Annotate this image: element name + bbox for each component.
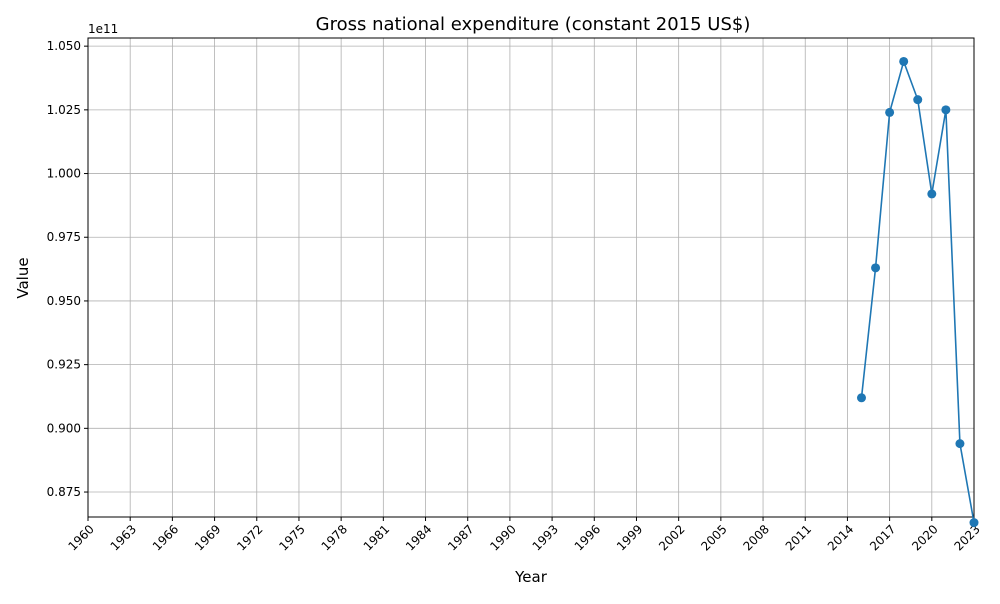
y-axis-label: Value [14, 257, 32, 298]
x-axis-label: Year [514, 568, 548, 586]
x-tick-label: 1984 [403, 522, 434, 553]
y-tick-label: 0.900 [47, 421, 81, 435]
y-tick-label: 0.875 [47, 485, 81, 499]
data-point [913, 95, 923, 105]
x-tick-label: 1966 [150, 522, 181, 553]
x-tick-label: 2020 [909, 522, 940, 553]
data-point [927, 189, 937, 199]
data-point [885, 107, 895, 117]
series-line [860, 58, 975, 523]
data-point [969, 518, 979, 528]
data-point [955, 439, 965, 449]
x-tick-label: 1996 [572, 522, 603, 553]
x-tick-label: 2005 [698, 522, 729, 553]
x-tick-label: 1990 [487, 522, 518, 553]
x-tick-label: 2017 [867, 522, 898, 553]
y-tick-label: 0.925 [47, 358, 81, 372]
x-axis: 1960 1963 1966 1969 1972 1975 1978 1981 1984 1987… [65, 517, 983, 554]
plot-area [87, 37, 975, 518]
x-tick-label: 1981 [361, 522, 392, 553]
x-tick-label: 2011 [783, 522, 814, 553]
x-tick-label: 1975 [276, 522, 307, 553]
x-tick-label: 1999 [614, 522, 645, 553]
x-tick-label: 1978 [319, 522, 350, 553]
grid [87, 38, 975, 517]
y-tick-label: 1.050 [47, 39, 81, 53]
x-tick-label: 1972 [234, 522, 265, 553]
x-tick-label: 1960 [65, 522, 96, 553]
series [856, 56, 979, 528]
chart-title: Gross national expenditure (constant 201… [316, 14, 751, 35]
x-tick-label: 2014 [825, 522, 856, 553]
x-tick-label: 2002 [656, 522, 687, 553]
x-tick-label: 1969 [192, 522, 223, 553]
y-offset-label: 1e11 [88, 22, 118, 36]
data-point [871, 263, 881, 273]
data-point [856, 393, 866, 403]
y-tick-label: 1.000 [47, 167, 81, 181]
y-axis: 0.875 0.900 0.925 0.950 0.975 1.000 1.025 1.050 [47, 39, 88, 499]
y-tick-label: 1.025 [47, 103, 81, 117]
x-tick-label: 1993 [530, 522, 561, 553]
data-point [941, 105, 951, 115]
y-tick-label: 0.950 [47, 294, 81, 308]
x-tick-label: 1963 [108, 522, 139, 553]
x-tick-label: 1987 [445, 522, 476, 553]
x-tick-label: 2023 [951, 522, 982, 553]
data-point [899, 56, 909, 66]
x-tick-label: 2008 [740, 522, 771, 553]
y-tick-label: 0.975 [47, 230, 81, 244]
